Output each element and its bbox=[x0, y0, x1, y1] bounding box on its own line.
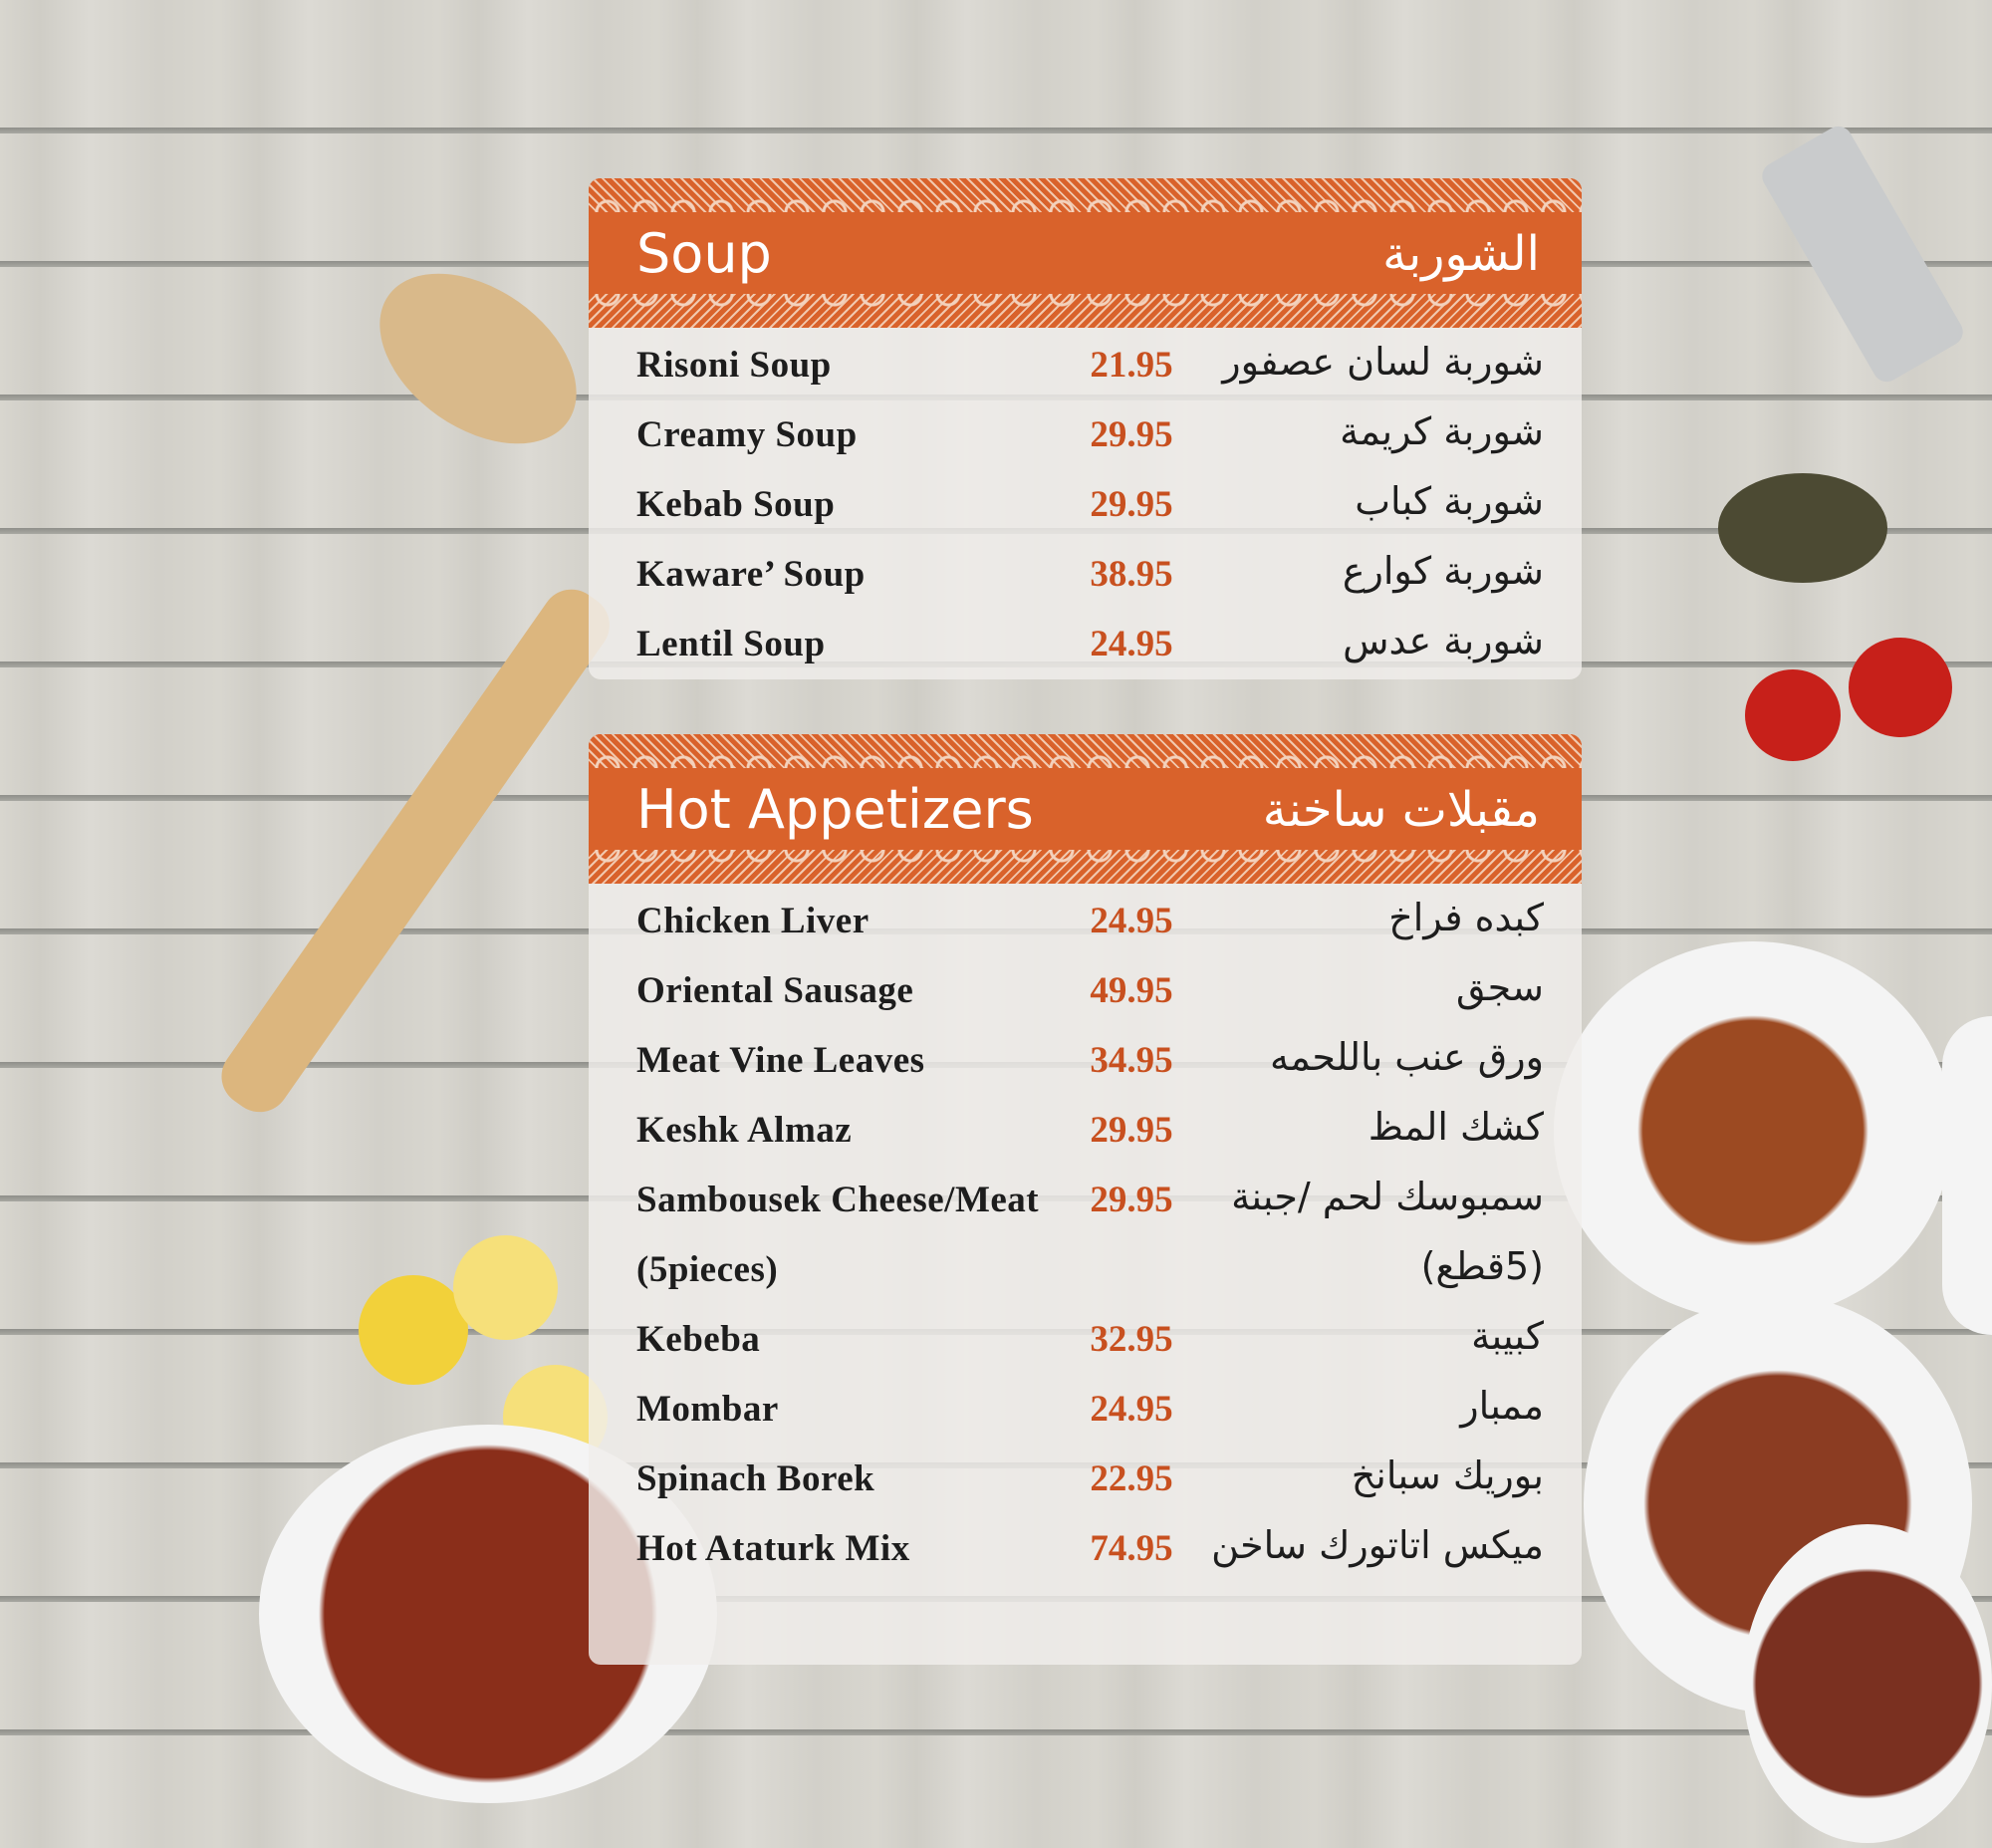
item-price: 49.95 bbox=[1090, 970, 1173, 1011]
wooden-scoop-image bbox=[348, 238, 609, 479]
menu-item-row: Kaware’ Soup 38.95 شوربة كوارع bbox=[589, 543, 1582, 613]
item-price: 74.95 bbox=[1090, 1528, 1173, 1569]
item-name-ar: شوربة عدس bbox=[1343, 619, 1544, 662]
item-price: 29.95 bbox=[1090, 1110, 1173, 1151]
item-name-en: (5pieces) bbox=[636, 1249, 779, 1290]
item-name-ar: شوربة كريمة bbox=[1340, 409, 1544, 453]
ornament-pattern bbox=[589, 178, 1582, 212]
section-header: Soup الشوربة bbox=[589, 178, 1582, 328]
item-price: 29.95 bbox=[1090, 484, 1173, 525]
item-price: 24.95 bbox=[1090, 1389, 1173, 1430]
item-name-en: Creamy Soup bbox=[636, 414, 858, 455]
ornament-pattern bbox=[589, 734, 1582, 768]
soup-section: Soup الشوربة Risoni Soup 21.95 شوربة لسان … bbox=[589, 178, 1582, 679]
lemon-image bbox=[359, 1275, 468, 1385]
menu-item-row: Oriental Sausage 49.95 سجق bbox=[589, 959, 1582, 1029]
item-price: 22.95 bbox=[1090, 1458, 1173, 1499]
section-title-en: Hot Appetizers bbox=[636, 778, 1034, 841]
menu-item-row: Creamy Soup 29.95 شوربة كريمة bbox=[589, 403, 1582, 473]
item-name-en: Sambousek Cheese/Meat bbox=[636, 1180, 1040, 1220]
item-price: 21.95 bbox=[1090, 345, 1173, 386]
item-name-ar: سجق bbox=[1455, 965, 1544, 1009]
stew-dish-image bbox=[1743, 1524, 1992, 1843]
ornament-pattern bbox=[589, 294, 1582, 328]
item-name-en: Risoni Soup bbox=[636, 345, 832, 386]
menu-item-row: Mombar 24.95 ممبار bbox=[589, 1378, 1582, 1448]
menu-item-row: Kebeba 32.95 كبيبة bbox=[589, 1308, 1582, 1378]
item-price: 24.95 bbox=[1090, 624, 1173, 664]
item-price: 29.95 bbox=[1090, 414, 1173, 455]
menu-item-row: Sambousek Cheese/Meat 29.95 سمبوسك لحم /جب… bbox=[589, 1169, 1582, 1238]
item-name-ar: ممبار bbox=[1460, 1384, 1544, 1428]
item-name-ar: ميكس اتاتورك ساخن bbox=[1211, 1523, 1544, 1567]
item-name-en: Kebab Soup bbox=[636, 484, 836, 525]
menu-item-row: Meat Vine Leaves 34.95 ورق عنب باللحمه bbox=[589, 1029, 1582, 1099]
item-name-ar: (5قطع) bbox=[1420, 1244, 1544, 1288]
item-name-ar: شوربة لسان عصفور bbox=[1222, 340, 1544, 384]
item-name-en: Chicken Liver bbox=[636, 901, 870, 941]
section-header: Hot Appetizers مقبلات ساخنة bbox=[589, 734, 1582, 884]
herbs-image bbox=[1718, 473, 1887, 583]
kibbeh-dish-image bbox=[1554, 941, 1952, 1320]
item-name-ar: بوريك سبانخ bbox=[1351, 1453, 1544, 1497]
menu-item-row: Keshk Almaz 29.95 كشك المظ bbox=[589, 1099, 1582, 1169]
menu-item-row: Risoni Soup 21.95 شوربة لسان عصفور bbox=[589, 334, 1582, 403]
item-name-en: Meat Vine Leaves bbox=[636, 1040, 925, 1081]
item-price: 32.95 bbox=[1090, 1319, 1173, 1360]
menu-item-row: Chicken Liver 24.95 كبده فراخ bbox=[589, 890, 1582, 959]
item-name-ar: شوربة كباب bbox=[1355, 479, 1544, 523]
item-name-en: Mombar bbox=[636, 1389, 779, 1430]
section-title-ar: الشوربة bbox=[1382, 226, 1540, 282]
item-name-ar: شوربة كوارع bbox=[1342, 549, 1544, 593]
item-name-en: Kebeba bbox=[636, 1319, 761, 1360]
item-name-en: Keshk Almaz bbox=[636, 1110, 853, 1151]
item-name-ar: ورق عنب باللحمه bbox=[1270, 1035, 1544, 1079]
wooden-spatula-image bbox=[209, 577, 622, 1124]
item-name-en: Oriental Sausage bbox=[636, 970, 914, 1011]
sambousek-dish-image bbox=[1942, 1016, 1992, 1335]
item-name-ar: كبيبة bbox=[1471, 1314, 1544, 1358]
salt-shaker-image bbox=[1757, 121, 1968, 388]
item-name-en: Hot Ataturk Mix bbox=[636, 1528, 910, 1569]
item-price: 29.95 bbox=[1090, 1180, 1173, 1220]
hot-appetizers-section: Hot Appetizers مقبلات ساخنة Chicken Live… bbox=[589, 734, 1582, 1665]
item-name-ar: كشك المظ bbox=[1368, 1105, 1544, 1149]
item-price: 34.95 bbox=[1090, 1040, 1173, 1081]
item-name-en: Spinach Borek bbox=[636, 1458, 875, 1499]
menu-item-row: Spinach Borek 22.95 بوريك سبانخ bbox=[589, 1448, 1582, 1517]
ornament-pattern bbox=[589, 850, 1582, 884]
menu-item-row: Lentil Soup 24.95 شوربة عدس bbox=[589, 613, 1582, 679]
item-name-en: Kaware’ Soup bbox=[636, 554, 866, 595]
menu-item-row: Hot Ataturk Mix 74.95 ميكس اتاتورك ساخن bbox=[589, 1517, 1582, 1587]
item-name-en: Lentil Soup bbox=[636, 624, 826, 664]
tomato-image bbox=[1745, 669, 1841, 761]
menu-item-row: (5pieces) (5قطع) bbox=[589, 1238, 1582, 1308]
item-price: 38.95 bbox=[1090, 554, 1173, 595]
tomato-image bbox=[1849, 638, 1952, 737]
item-name-ar: سمبوسك لحم /جبنة bbox=[1231, 1175, 1544, 1218]
lemon-image bbox=[453, 1235, 558, 1340]
item-price: 24.95 bbox=[1090, 901, 1173, 941]
menu-item-row: Kebab Soup 29.95 شوربة كباب bbox=[589, 473, 1582, 543]
section-title-ar: مقبلات ساخنة bbox=[1262, 782, 1540, 838]
item-name-ar: كبده فراخ bbox=[1388, 896, 1544, 939]
section-title-en: Soup bbox=[636, 222, 772, 285]
